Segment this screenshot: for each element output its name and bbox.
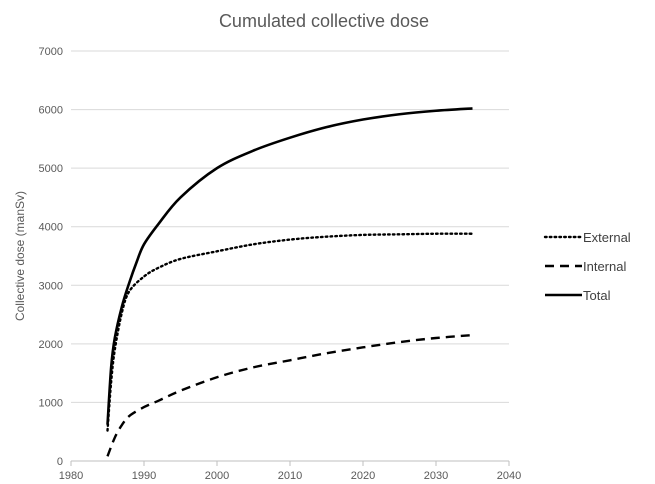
series-line-total	[106, 107, 473, 425]
x-tick-label: 2010	[278, 470, 302, 482]
y-tick-label: 7000	[39, 46, 63, 58]
y-tick-label: 3000	[39, 280, 63, 292]
y-axis-label: Collective dose (manSv)	[13, 191, 27, 321]
chart-title: Cumulated collective dose	[219, 11, 429, 31]
y-tick-label: 1000	[39, 397, 63, 409]
x-tick-label: 2040	[497, 470, 521, 482]
series-line-external	[106, 232, 474, 432]
legend: External Internal Total	[543, 230, 631, 303]
gridlines	[71, 50, 509, 403]
y-tick-label: 6000	[39, 105, 63, 117]
tick-labels: 0 1000 2000 3000 4000 5000 6000 7000 1980 1990 200…	[39, 46, 522, 482]
x-tick-label: 1990	[132, 470, 156, 482]
y-tick-label: 4000	[39, 222, 63, 234]
x-tick-label: 2020	[351, 470, 375, 482]
axes	[70, 460, 510, 466]
y-tick-label: 5000	[39, 163, 63, 175]
legend-label-internal: Internal	[583, 259, 626, 274]
series-line-internal	[106, 333, 473, 457]
y-tick-label: 0	[57, 456, 63, 468]
y-tick-label: 2000	[39, 339, 63, 351]
x-tick-label: 1980	[59, 470, 83, 482]
legend-label-total: Total	[583, 288, 611, 303]
series-lines	[106, 107, 474, 457]
legend-label-external: External	[583, 230, 631, 245]
x-tick-label: 2030	[424, 470, 448, 482]
x-tick-label: 2000	[205, 470, 229, 482]
